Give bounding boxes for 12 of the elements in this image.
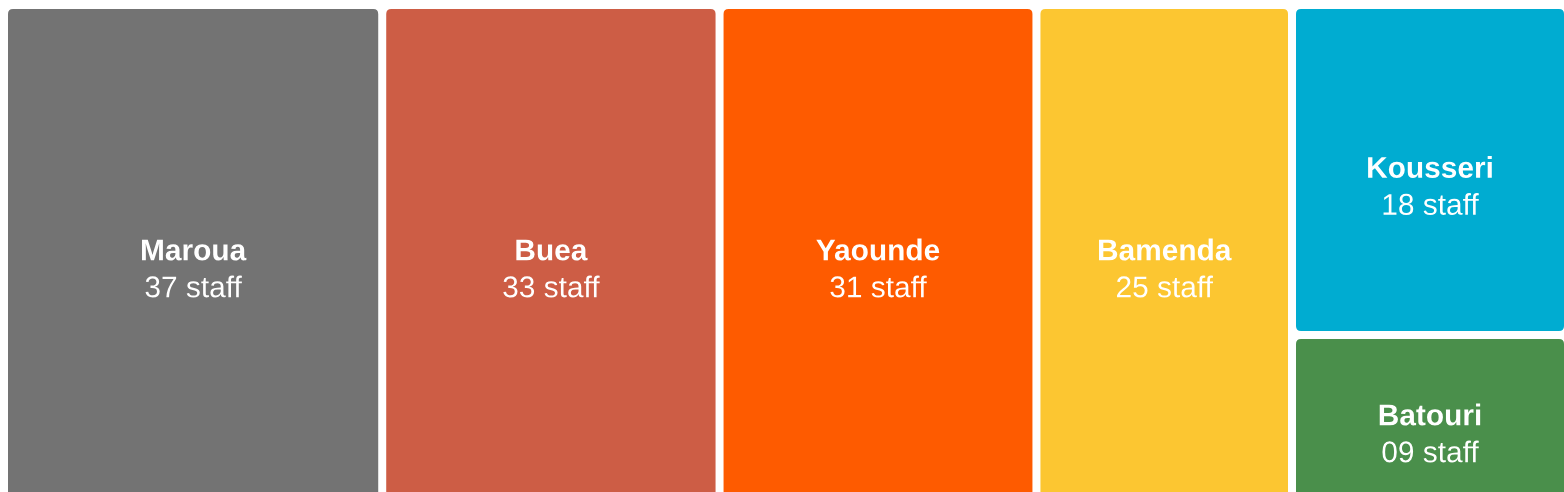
category-label: Buea (516, 239, 588, 261)
category-label: Bamenda (1099, 238, 1232, 261)
data-label: 09 staff (1382, 440, 1479, 463)
category-label: Kousseri (1368, 156, 1492, 179)
category-label: Maroua (142, 239, 247, 261)
data-label: 31 staff (830, 275, 927, 298)
category-label: Yaounde (816, 238, 940, 261)
category-label: Batouri (1379, 403, 1481, 426)
data-label: 18 staff (1383, 193, 1479, 215)
data-label: 25 staff (1117, 275, 1213, 298)
data-label: 33 staff (503, 275, 600, 298)
data-label: 37 staff (145, 275, 242, 298)
